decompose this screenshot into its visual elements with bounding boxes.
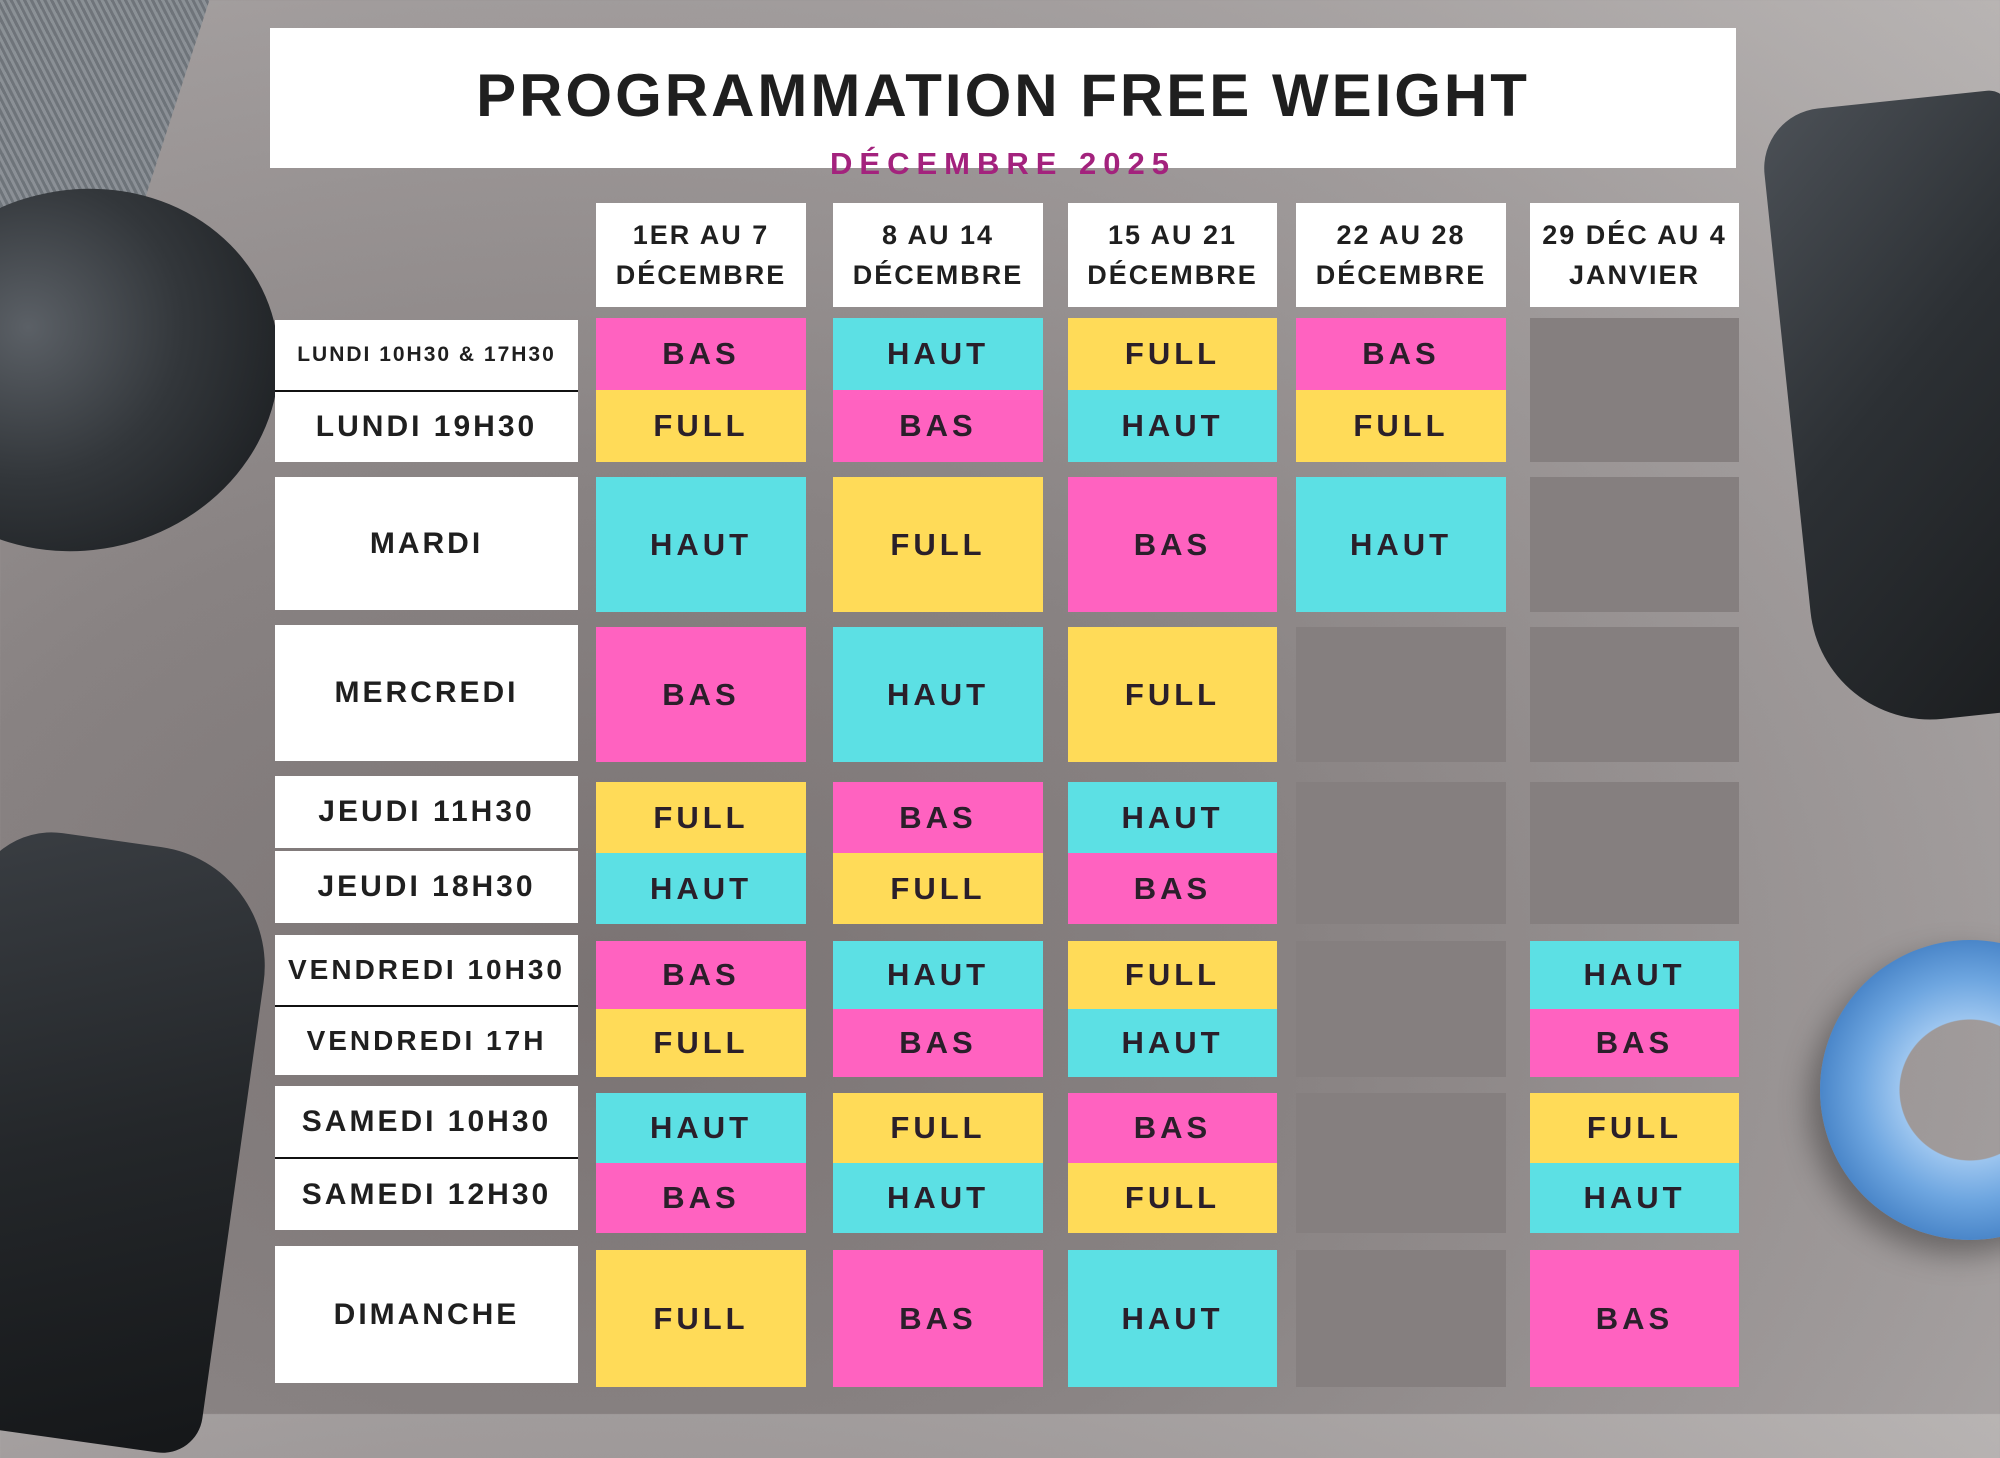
glove-image-left [0, 822, 281, 1458]
session-cell-bas: BAS [596, 318, 806, 390]
blue-ring-image [1820, 940, 2000, 1240]
session-cell-haut: HAUT [833, 1163, 1043, 1233]
slot-label-lundi-2: LUNDI 19H30 [275, 390, 578, 462]
dumbbell-plate-image [0, 146, 318, 594]
glove-image-right [1758, 88, 2000, 732]
week-header-5: 29 DÉC AU 4 JANVIER [1530, 203, 1739, 307]
session-cell-full: FULL [596, 782, 806, 853]
empty-slot-block [1530, 477, 1739, 612]
session-cell-full: FULL [833, 853, 1043, 924]
session-cell-haut: HAUT [1068, 782, 1277, 853]
session-cell-bas: BAS [833, 1009, 1043, 1077]
slot-label-mercredi: MERCREDI [275, 625, 578, 761]
week-header-1: 1ER AU 7 DÉCEMBRE [596, 203, 806, 307]
session-cell-full: FULL [596, 1250, 806, 1387]
session-cell-haut: HAUT [1068, 1009, 1277, 1077]
session-cell-full: FULL [596, 1009, 806, 1077]
session-cell-full: FULL [1068, 1163, 1277, 1233]
empty-slot-block [1530, 627, 1739, 762]
empty-slot-block [1530, 782, 1739, 924]
session-cell-full: FULL [833, 1093, 1043, 1163]
session-cell-haut: HAUT [1530, 941, 1739, 1009]
slot-label-mardi: MARDI [275, 477, 578, 610]
empty-slot-block [1296, 782, 1506, 924]
slot-label-samedi-2: SAMEDI 12H30 [275, 1157, 578, 1230]
week-header-3: 15 AU 21 DÉCEMBRE [1068, 203, 1277, 307]
session-cell-full: FULL [596, 390, 806, 462]
title-banner: PROGRAMMATION FREE WEIGHT DÉCEMBRE 2025 [270, 28, 1736, 179]
empty-slot-block [1296, 1250, 1506, 1387]
page-subtitle-month: DÉCEMBRE 2025 [830, 146, 1176, 181]
empty-slot-block [1530, 318, 1739, 462]
session-cell-full: FULL [1068, 627, 1277, 762]
session-cell-full: FULL [1530, 1093, 1739, 1163]
slot-label-samedi-1: SAMEDI 10H30 [275, 1086, 578, 1157]
session-cell-full: FULL [833, 477, 1043, 612]
session-cell-full: FULL [1068, 318, 1277, 390]
session-cell-bas: BAS [1530, 1009, 1739, 1077]
session-cell-haut: HAUT [1068, 390, 1277, 462]
slot-label-lundi-1: LUNDI 10H30 & 17H30 [275, 320, 578, 390]
session-cell-bas: BAS [1068, 477, 1277, 612]
slot-label-dimanche: DIMANCHE [275, 1246, 578, 1383]
slot-label-vendredi-2: VENDREDI 17H [275, 1005, 578, 1075]
session-cell-haut: HAUT [833, 627, 1043, 762]
session-cell-haut: HAUT [1530, 1163, 1739, 1233]
slot-label-vendredi-1: VENDREDI 10H30 [275, 935, 578, 1005]
session-cell-bas: BAS [833, 390, 1043, 462]
session-cell-bas: BAS [833, 1250, 1043, 1387]
session-cell-full: FULL [1068, 941, 1277, 1009]
session-cell-haut: HAUT [1068, 1250, 1277, 1387]
session-cell-haut: HAUT [1296, 477, 1506, 612]
session-cell-haut: HAUT [596, 1093, 806, 1163]
session-cell-bas: BAS [596, 627, 806, 762]
session-cell-bas: BAS [1068, 1093, 1277, 1163]
session-cell-bas: BAS [833, 782, 1043, 853]
slot-label-jeudi-2: JEUDI 18H30 [275, 851, 578, 923]
empty-slot-block [1296, 1093, 1506, 1233]
page-title: PROGRAMMATION FREE WEIGHT [476, 62, 1530, 129]
session-cell-bas: BAS [1530, 1250, 1739, 1387]
session-cell-haut: HAUT [596, 477, 806, 612]
dumbbell-handle-image [0, 0, 216, 295]
empty-slot-block [1296, 627, 1506, 762]
session-cell-haut: HAUT [833, 941, 1043, 1009]
slot-label-jeudi-1: JEUDI 11H30 [275, 776, 578, 848]
session-cell-bas: BAS [1296, 318, 1506, 390]
week-header-2: 8 AU 14 DÉCEMBRE [833, 203, 1043, 307]
session-cell-bas: BAS [596, 941, 806, 1009]
session-cell-full: FULL [1296, 390, 1506, 462]
session-cell-haut: HAUT [833, 318, 1043, 390]
empty-slot-block [1296, 941, 1506, 1077]
week-header-4: 22 AU 28 DÉCEMBRE [1296, 203, 1506, 307]
session-cell-haut: HAUT [596, 853, 806, 924]
session-cell-bas: BAS [1068, 853, 1277, 924]
session-cell-bas: BAS [596, 1163, 806, 1233]
